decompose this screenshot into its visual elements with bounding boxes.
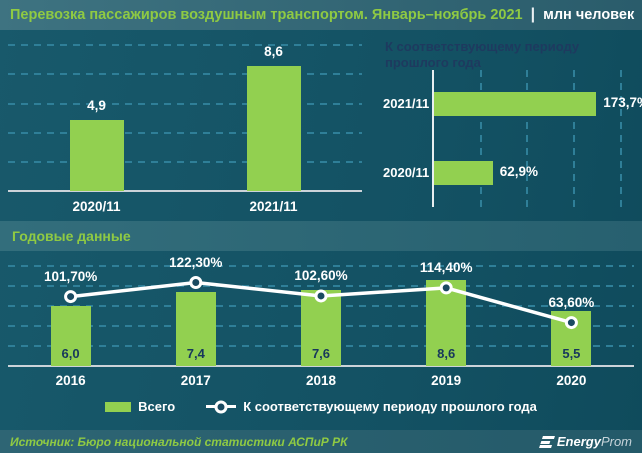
bar-value-label: 5,5	[562, 346, 581, 361]
category-label: 2020/11	[383, 164, 430, 180]
category-label: 2019	[431, 373, 462, 388]
bar	[246, 65, 301, 191]
monthly-bar-chart: 4,9 2020/11 8,6 2021/11	[8, 38, 362, 214]
annual-section-title: Годовые данные	[12, 228, 131, 244]
bar	[434, 160, 493, 185]
legend-bar-label: Всего	[138, 399, 176, 414]
legend: Всего К соответствующему периоду прошлог…	[0, 399, 642, 414]
pct-label: 63,60%	[548, 294, 595, 310]
line-marker	[564, 316, 578, 330]
footer: Источник: Бюро национальной статистики А…	[0, 430, 642, 453]
ratio-panel-title: К соответствующему периоду прошлого года	[385, 39, 580, 70]
energyprom-logo-icon	[538, 435, 555, 448]
bar-value-label: 173,7%	[603, 95, 642, 111]
gridline	[8, 265, 634, 267]
annual-combo-chart: 6,0 2016 7,4 2017 7,6 2018 8,6 2019 5,5 2020 101,7…	[8, 252, 634, 392]
gridline	[8, 131, 362, 134]
line-marker-icon	[214, 400, 228, 413]
logo-text-bold: Energy	[556, 433, 601, 449]
category-label: 2017	[180, 373, 211, 388]
bar	[301, 290, 341, 366]
page-title: Перевозка пассажиров воздушным транспорт…	[10, 7, 523, 23]
legend-line-label: К соответствующему периоду прошлого года	[243, 399, 537, 414]
page-header: Перевозка пассажиров воздушным транспорт…	[0, 0, 642, 30]
pct-label: 122,30%	[169, 254, 223, 270]
gridline	[526, 70, 529, 207]
energyprom-logo: EnergyProm	[538, 433, 632, 451]
bar-value-label: 62,9%	[499, 163, 539, 179]
line-marker	[439, 281, 453, 295]
bar-value-label: 7,4	[186, 346, 205, 361]
bar-value-label: 6,0	[61, 346, 80, 361]
bar-value-label: 7,6	[311, 346, 331, 361]
line-series	[64, 276, 578, 330]
bar-value-label: 8,6	[264, 43, 283, 59]
bar-value-label: 4,9	[87, 97, 106, 113]
category-label: 2020/11	[72, 199, 121, 214]
source-note: Источник: Бюро национальной статистики А…	[10, 434, 348, 449]
pct-label: 101,70%	[43, 268, 98, 284]
pct-label: 102,60%	[294, 267, 348, 283]
bar-legend-swatch-icon	[105, 401, 132, 412]
bar	[69, 119, 124, 191]
logo-text-light: Prom	[600, 433, 632, 449]
line-marker	[64, 290, 78, 304]
category-label: 2021/11	[383, 96, 430, 112]
bar	[434, 92, 597, 117]
x-axis	[8, 365, 634, 367]
line-marker	[314, 289, 328, 303]
gridline	[8, 285, 634, 287]
gridline	[479, 70, 482, 207]
line-legend-glyph-icon	[206, 400, 237, 413]
category-label: 2021/11	[249, 199, 298, 214]
gridline	[573, 70, 576, 207]
unit-label: млн человек	[543, 7, 635, 23]
gridline	[8, 102, 362, 105]
annual-section-band: Годовые данные	[0, 221, 642, 251]
ratio-horizontal-bar-chart: 173,7% 2021/11 62,9% 2020/11	[383, 70, 642, 207]
y-axis	[432, 70, 434, 207]
bar	[175, 292, 216, 366]
line-marker	[189, 276, 203, 290]
category-label: 2018	[305, 373, 337, 388]
category-label: 2016	[55, 373, 86, 388]
category-label: 2020	[556, 373, 587, 388]
gridline	[8, 73, 362, 76]
gridline	[8, 44, 362, 47]
pct-label: 114,40%	[419, 259, 473, 275]
gridline	[619, 70, 622, 207]
x-axis	[8, 190, 362, 192]
title-separator: |	[530, 6, 536, 23]
gridline	[8, 160, 362, 163]
bar	[50, 306, 91, 366]
bar-value-label: 8,6	[437, 346, 456, 361]
